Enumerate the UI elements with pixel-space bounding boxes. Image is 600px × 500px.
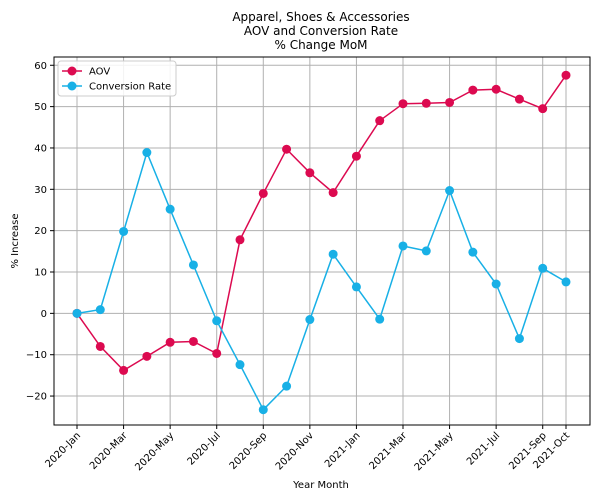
data-point xyxy=(165,204,175,214)
chart-title-line: Apparel, Shoes & Accessories xyxy=(232,10,409,24)
data-point xyxy=(188,260,198,270)
data-point xyxy=(235,235,245,245)
y-axis: −20 −10 0 10 20 30 40 50 60 xyxy=(26,61,54,403)
data-point xyxy=(95,305,105,315)
data-point xyxy=(538,104,548,114)
data-point xyxy=(328,249,338,259)
legend-item: AOV xyxy=(62,66,110,78)
chart-title-line: AOV and Conversion Rate xyxy=(244,24,398,38)
data-point xyxy=(491,84,501,94)
legend-marker xyxy=(67,66,77,76)
data-point xyxy=(212,316,222,326)
data-point xyxy=(375,116,385,126)
y-tick-label: 60 xyxy=(34,61,47,72)
data-point xyxy=(142,351,152,361)
data-point xyxy=(445,186,455,196)
y-axis-label: % Increase xyxy=(10,214,21,269)
data-point xyxy=(188,336,198,346)
x-tick-label: 2021-Jul xyxy=(465,430,502,467)
data-point xyxy=(95,341,105,351)
y-tick-label: 40 xyxy=(34,143,47,154)
data-point xyxy=(561,277,571,287)
legend-label: AOV xyxy=(89,67,110,78)
legend-box xyxy=(57,60,177,97)
data-point xyxy=(421,246,431,256)
data-point xyxy=(119,365,129,375)
legend-label: Conversion Rate xyxy=(89,82,171,93)
data-point xyxy=(119,226,129,236)
y-tick-label: 50 xyxy=(34,102,47,113)
data-point xyxy=(445,97,455,107)
y-tick-label: −20 xyxy=(26,392,47,403)
data-point xyxy=(351,151,361,161)
data-point xyxy=(491,279,501,289)
x-tick-label: 2020-May xyxy=(133,430,176,473)
legend-marker xyxy=(67,81,77,91)
x-tick-label: 2020-Mar xyxy=(88,430,130,472)
legend: AOV Conversion Rate xyxy=(57,60,177,97)
x-tick-label: 2020-Jan xyxy=(44,430,84,470)
data-point xyxy=(258,188,268,198)
data-point xyxy=(421,98,431,108)
series-conversion-rate xyxy=(72,148,571,415)
series-line xyxy=(76,150,567,411)
x-tick-label: 2021-May xyxy=(413,430,456,473)
data-point xyxy=(398,241,408,251)
data-point xyxy=(212,348,222,358)
x-tick-label: 2021-Mar xyxy=(367,430,409,472)
grid xyxy=(54,57,590,425)
data-point xyxy=(375,314,385,324)
data-point xyxy=(514,334,524,344)
chart-title-line: % Change MoM xyxy=(274,38,367,52)
data-point xyxy=(468,85,478,95)
legend-item: Conversion Rate xyxy=(62,81,171,93)
series xyxy=(72,70,571,415)
data-point xyxy=(328,188,338,198)
data-point xyxy=(235,360,245,370)
data-point xyxy=(398,99,408,109)
data-point xyxy=(561,70,571,80)
x-axis: 2020-Jan 2020-Mar 2020-May 2020-Jul 2020-Sep… xyxy=(44,425,572,473)
y-tick-label: −10 xyxy=(26,350,47,361)
data-point xyxy=(72,308,82,318)
plot-frame xyxy=(53,56,591,426)
data-point xyxy=(468,247,478,257)
data-point xyxy=(165,337,175,347)
x-tick-label: 2020-Sep xyxy=(228,430,270,472)
data-point xyxy=(258,405,268,415)
data-point xyxy=(282,144,292,154)
data-point xyxy=(282,381,292,391)
y-tick-label: 0 xyxy=(41,309,47,320)
series-line xyxy=(76,74,567,372)
x-tick-label: 2021-Jan xyxy=(323,430,363,470)
data-point xyxy=(538,263,548,273)
data-point xyxy=(142,148,152,158)
y-tick-label: 10 xyxy=(34,268,47,279)
data-point xyxy=(514,94,524,104)
data-point xyxy=(305,168,315,178)
y-tick-label: 20 xyxy=(34,226,47,237)
y-tick-label: 30 xyxy=(34,185,47,196)
x-tick-label: 2020-Jul xyxy=(186,430,223,467)
x-tick-label: 2020-Nov xyxy=(274,430,316,472)
data-point xyxy=(305,315,315,325)
x-axis-label: Year Month xyxy=(292,480,349,491)
data-point xyxy=(351,282,361,292)
